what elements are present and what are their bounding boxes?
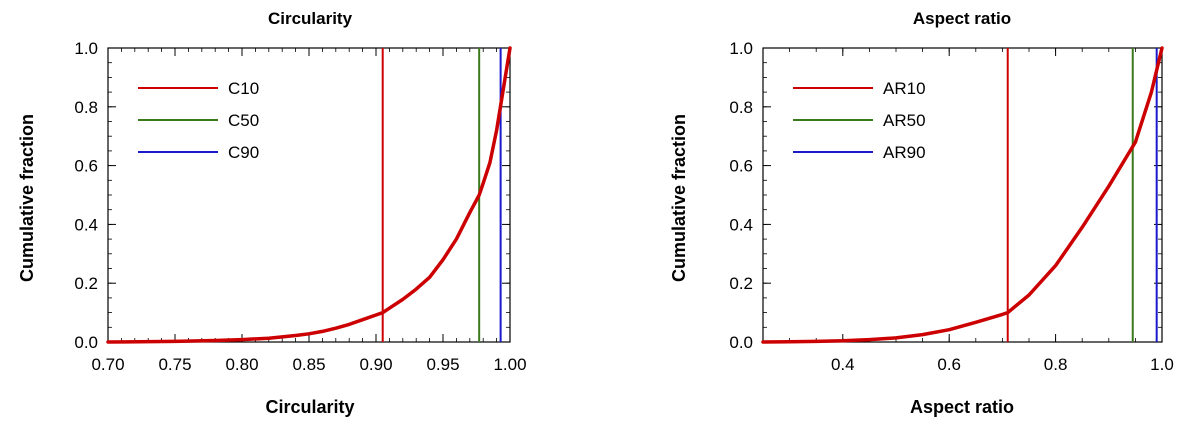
x-tick-label: 0.95	[426, 355, 459, 374]
x-tick-label: 0.70	[91, 355, 124, 374]
x-axis-label: Circularity	[265, 397, 354, 417]
plot-area: 0.0 0.2 0.4 0.6 0.8 1.0 0.4 0.6 0.8 1.0 AR10 AR50 AR…	[729, 39, 1173, 374]
aspect-ratio-panel: Aspect ratio Aspect ratio Cumulative fra…	[669, 9, 1174, 417]
legend-label-c10: C10	[228, 79, 259, 98]
x-tick-label: 0.90	[359, 355, 392, 374]
legend-label-ar90: AR90	[883, 143, 926, 162]
chart-title: Circularity	[268, 9, 353, 28]
x-tick-label: 0.85	[292, 355, 325, 374]
x-tick-label: 0.75	[158, 355, 191, 374]
cdf-curve	[761, 46, 1164, 344]
y-tick-label: 0.6	[729, 157, 753, 176]
x-tick-label: 1.0	[1150, 355, 1174, 374]
legend-label-c90: C90	[228, 143, 259, 162]
x-tick-label: 1.00	[493, 355, 526, 374]
cdf-curve	[106, 46, 512, 344]
y-axis-label: Cumulative fraction	[17, 114, 37, 282]
plot-frame	[107, 47, 511, 343]
legend-label-c50: C50	[228, 111, 259, 130]
x-tick-label: 0.8	[1044, 355, 1068, 374]
y-tick-label: 0.8	[74, 98, 98, 117]
x-tick-label: 0.4	[831, 355, 855, 374]
x-tick-label: 0.6	[937, 355, 961, 374]
circularity-panel: Circularity Circularity Cumulative fract…	[17, 9, 527, 417]
y-tick-label: 0.4	[729, 215, 753, 234]
y-tick-label: 0.2	[74, 274, 98, 293]
y-tick-label: 0.6	[74, 157, 98, 176]
y-tick-label: 0.8	[729, 98, 753, 117]
x-tick-label: 0.80	[225, 355, 258, 374]
y-tick-label: 0.2	[729, 274, 753, 293]
y-tick-label: 0.4	[74, 215, 98, 234]
legend-label-ar10: AR10	[883, 79, 926, 98]
y-axis-label: Cumulative fraction	[669, 114, 689, 282]
x-axis-label: Aspect ratio	[910, 397, 1014, 417]
plot-area: 0.0 0.2 0.4 0.6 0.8 1.0 0.70 0.75 0.80 0.85 0.90 0.…	[74, 39, 526, 374]
y-tick-label: 0.0	[74, 333, 98, 352]
y-tick-label: 1.0	[74, 39, 98, 58]
y-tick-label: 1.0	[729, 39, 753, 58]
y-tick-label: 0.0	[729, 333, 753, 352]
legend-label-ar50: AR50	[883, 111, 926, 130]
chart-title: Aspect ratio	[913, 9, 1011, 28]
